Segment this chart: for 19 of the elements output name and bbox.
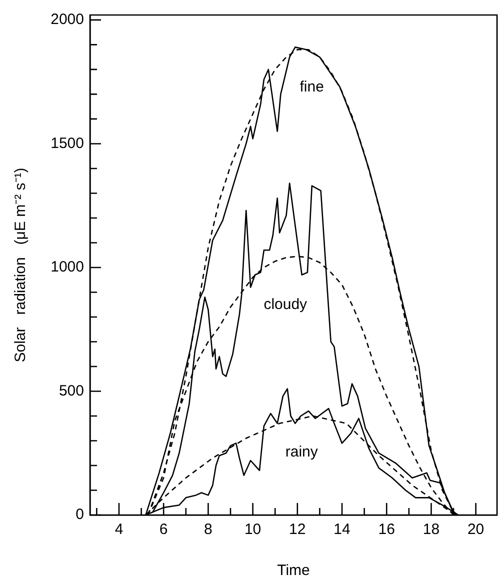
x-tick-label: 18 (422, 521, 440, 538)
y-tick-label: 2000 (50, 11, 84, 28)
x-axis-title: Time (277, 562, 310, 580)
x-tick-label: 4 (114, 521, 124, 538)
x-tick-label: 8 (204, 521, 212, 538)
x-tick-label: 10 (244, 521, 262, 538)
x-tick-label: 14 (334, 521, 350, 538)
annotation: cloudy (264, 296, 308, 314)
x-tick-label: 12 (289, 521, 306, 538)
y-tick-label: 1500 (50, 134, 84, 152)
x-tick-label: 20 (467, 521, 484, 538)
y-tick-label: 0 (76, 506, 84, 524)
annotation: rainy (285, 444, 318, 461)
y-axis-title: Solar radiation (μE m⁻² s⁻¹) (12, 168, 30, 362)
x-tick-label: 16 (378, 521, 395, 538)
annotation: fine (300, 78, 324, 96)
y-tick-label: 500 (58, 382, 84, 400)
y-tick-label: 1000 (50, 258, 84, 276)
x-tick-label: 6 (159, 521, 168, 538)
